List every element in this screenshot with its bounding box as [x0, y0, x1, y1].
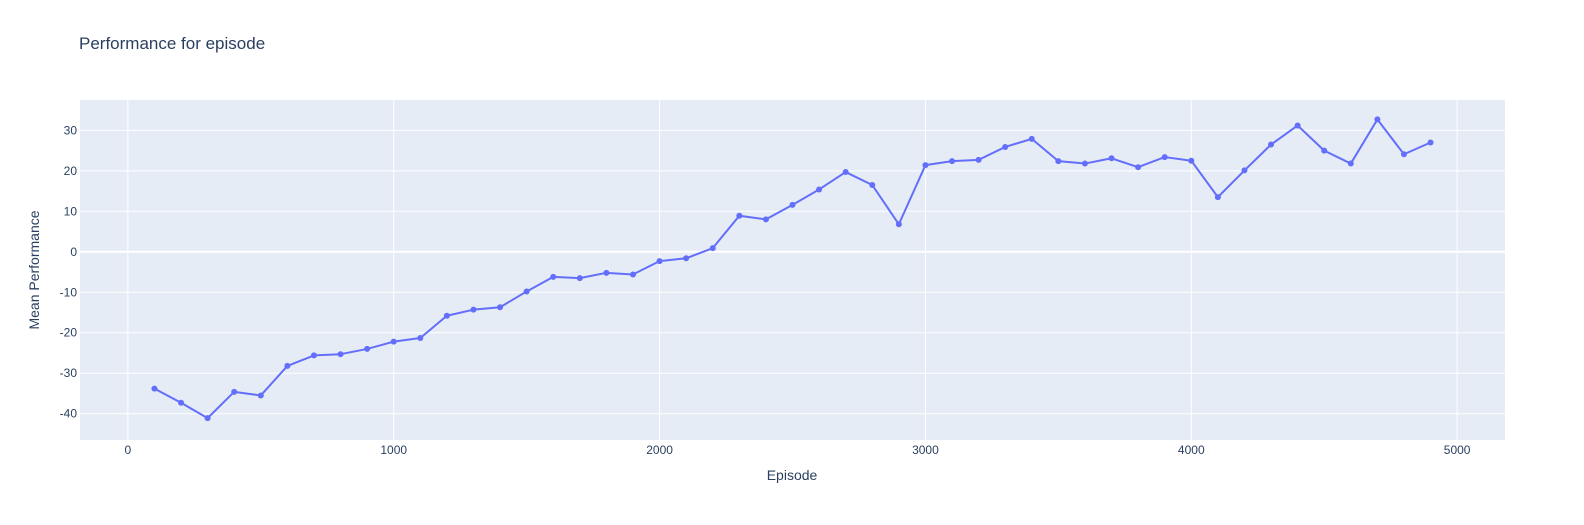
data-point[interactable]	[497, 304, 504, 311]
data-point[interactable]	[310, 352, 317, 359]
data-point[interactable]	[789, 201, 796, 208]
data-point[interactable]	[576, 275, 583, 282]
data-point[interactable]	[1294, 122, 1301, 129]
plot-area	[80, 100, 1505, 440]
y-tick-label: -40	[60, 407, 78, 421]
data-point[interactable]	[1374, 116, 1381, 123]
data-point[interactable]	[629, 271, 636, 278]
x-axis-title: Episode	[767, 467, 818, 483]
data-point[interactable]	[364, 345, 371, 352]
data-point[interactable]	[390, 338, 397, 345]
x-tick-label: 2000	[646, 443, 673, 457]
data-point[interactable]	[151, 385, 158, 392]
data-point[interactable]	[284, 362, 291, 369]
data-point[interactable]	[1188, 157, 1195, 164]
x-tick-label: 3000	[912, 443, 939, 457]
y-tick-label: -30	[60, 366, 78, 380]
data-point[interactable]	[1214, 194, 1221, 201]
data-point[interactable]	[178, 399, 185, 406]
data-point[interactable]	[1268, 141, 1275, 148]
y-axis-ticks: -40 -30 -20 -10 0 10 20 30	[60, 123, 78, 420]
data-point[interactable]	[443, 312, 450, 319]
data-point[interactable]	[975, 156, 982, 163]
data-point[interactable]	[417, 335, 424, 341]
data-point[interactable]	[1108, 155, 1115, 162]
data-point[interactable]	[816, 186, 823, 193]
data-point[interactable]	[337, 351, 344, 358]
x-tick-label: 0	[125, 443, 132, 457]
y-tick-label: -10	[60, 285, 78, 299]
chart-title: Performance for episode	[79, 34, 265, 53]
data-point[interactable]	[1427, 139, 1434, 146]
grid	[80, 100, 1505, 440]
data-point[interactable]	[762, 216, 769, 223]
data-point[interactable]	[949, 158, 956, 165]
x-tick-label: 4000	[1178, 443, 1205, 457]
data-point[interactable]	[470, 306, 477, 313]
data-point[interactable]	[869, 182, 876, 188]
data-point[interactable]	[550, 273, 557, 280]
data-point[interactable]	[231, 388, 238, 395]
y-tick-label: 10	[64, 204, 78, 218]
y-tick-label: 20	[64, 164, 78, 178]
data-point[interactable]	[257, 392, 264, 399]
data-point[interactable]	[895, 221, 902, 228]
y-axis-title: Mean Performance	[26, 210, 42, 329]
data-point[interactable]	[683, 255, 690, 262]
x-tick-label: 1000	[380, 443, 407, 457]
data-point[interactable]	[1347, 160, 1354, 167]
data-point[interactable]	[922, 162, 929, 169]
data-point[interactable]	[1028, 135, 1035, 142]
x-axis-ticks: 0 1000 2000 3000 4000 5000	[125, 443, 1471, 457]
series	[151, 116, 1434, 422]
data-point[interactable]	[603, 269, 610, 276]
data-point[interactable]	[1161, 154, 1168, 161]
data-point[interactable]	[1002, 143, 1009, 150]
data-point[interactable]	[736, 212, 743, 219]
data-point[interactable]	[1241, 167, 1248, 174]
y-tick-label: 0	[70, 245, 77, 259]
data-point[interactable]	[656, 258, 663, 265]
data-point[interactable]	[1400, 151, 1407, 158]
data-point[interactable]	[204, 415, 211, 422]
data-point[interactable]	[1055, 158, 1062, 165]
y-tick-label: -20	[60, 326, 78, 340]
data-point[interactable]	[523, 288, 530, 295]
x-tick-label: 5000	[1444, 443, 1471, 457]
data-point[interactable]	[1321, 147, 1328, 154]
data-point[interactable]	[1135, 164, 1142, 171]
data-point[interactable]	[1081, 160, 1088, 167]
data-point[interactable]	[709, 245, 716, 252]
data-point[interactable]	[842, 169, 849, 176]
y-tick-label: 30	[64, 123, 78, 137]
